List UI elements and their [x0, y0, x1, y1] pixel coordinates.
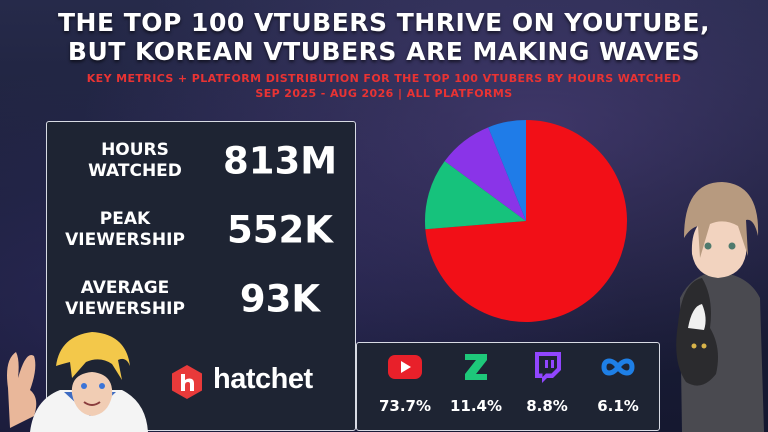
metric-label: AVERAGE VIEWERSHIP — [55, 278, 195, 320]
metric-hours-watched: HOURS WATCHED 813M — [47, 131, 357, 191]
metric-label-line: HOURS — [101, 140, 169, 160]
platform-pie-chart — [418, 113, 634, 329]
platform-youtube: 73.7% — [370, 349, 440, 425]
platform-twitch: 8.8% — [512, 349, 582, 425]
metric-value: 813M — [222, 139, 338, 183]
metric-label: HOURS WATCHED — [65, 140, 205, 182]
metric-label-line: VIEWERSHIP — [65, 299, 185, 319]
metric-value: 93K — [239, 277, 321, 321]
metric-label-line: VIEWERSHIP — [65, 230, 185, 250]
youtube-icon — [388, 355, 422, 379]
metric-value: 552K — [227, 208, 333, 252]
platform-share: 8.8% — [526, 397, 568, 415]
hatchet-logo-icon — [172, 365, 202, 399]
pie-slice-2 — [444, 127, 526, 221]
metric-peak-viewership: PEAK VIEWERSHIP 552K — [47, 200, 357, 260]
title-line-1: THE TOP 100 VTUBERS THRIVE ON YOUTUBE, — [57, 8, 711, 37]
platform-share: 73.7% — [378, 397, 432, 415]
platform-panel: 73.7% 11.4% 8.8% 6.1% — [356, 342, 660, 431]
metric-label-line: PEAK — [99, 209, 151, 229]
pie-slice-1 — [425, 161, 526, 230]
metric-label-line: WATCHED — [88, 161, 182, 181]
pie-slice-0 — [425, 120, 628, 322]
brand: hatchet — [169, 360, 339, 404]
vtuber-avatar-right — [676, 182, 764, 432]
platform-share: 11.4% — [449, 397, 503, 415]
brand-name: hatchet — [213, 363, 313, 395]
pie-slice-3 — [488, 120, 526, 221]
page-subtitle: KEY METRICS + PLATFORM DISTRIBUTION FOR … — [0, 71, 768, 101]
vtuber-avatar-left — [7, 332, 148, 432]
platform-share: 6.1% — [597, 397, 639, 415]
platform-soop: 6.1% — [583, 349, 653, 425]
platform-kick: 11.4% — [441, 349, 511, 425]
title-line-2: BUT KOREAN VTUBERS ARE MAKING WAVES — [67, 37, 701, 66]
page-title: THE TOP 100 VTUBERS THRIVE ON YOUTUBE, B… — [0, 8, 768, 66]
pie-svg — [425, 120, 628, 322]
twitch-icon — [535, 352, 561, 383]
soop-icon — [601, 358, 635, 376]
subtitle-line-2: SEP 2025 - AUG 2026 | ALL PLATFORMS — [255, 87, 513, 100]
metric-label: PEAK VIEWERSHIP — [55, 209, 195, 251]
kick-icon — [465, 354, 487, 380]
subtitle-line-1: KEY METRICS + PLATFORM DISTRIBUTION FOR … — [86, 72, 682, 85]
metric-label-line: AVERAGE — [80, 278, 170, 298]
metric-average-viewership: AVERAGE VIEWERSHIP 93K — [47, 269, 357, 329]
